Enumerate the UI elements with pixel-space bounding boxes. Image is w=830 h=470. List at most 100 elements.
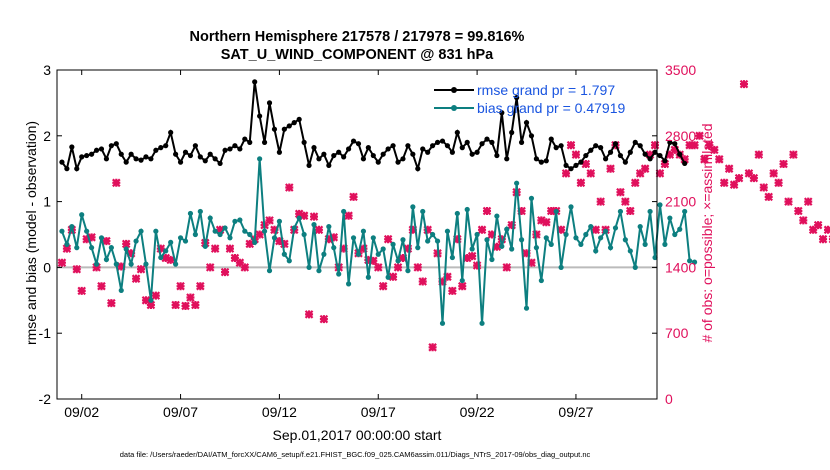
obs-marker — [710, 145, 719, 155]
bias-point — [380, 246, 386, 252]
rmse-point — [563, 162, 569, 169]
bias-point — [667, 215, 673, 221]
y-tick-label-right: 2100 — [665, 194, 696, 210]
rmse-point — [627, 149, 633, 155]
bias-point — [652, 254, 658, 261]
rmse-point — [355, 141, 362, 147]
bias-point — [568, 204, 574, 210]
obs-marker — [245, 239, 255, 249]
obs-marker — [448, 286, 457, 296]
obs-marker — [210, 244, 220, 253]
bias-point — [627, 248, 633, 254]
obs-marker — [734, 173, 744, 183]
obs-marker — [344, 211, 353, 220]
rmse-point — [474, 149, 480, 155]
rmse-point — [667, 139, 673, 145]
obs-marker — [784, 197, 793, 206]
obs-marker — [116, 262, 126, 271]
y-tick-label-left: 2 — [43, 128, 51, 144]
bias-point — [370, 235, 376, 241]
obs-marker — [591, 225, 600, 235]
bias-point — [177, 235, 184, 241]
obs-marker — [705, 140, 714, 150]
rmse-point — [350, 138, 357, 144]
rmse-point — [252, 79, 258, 85]
obs-marker — [660, 159, 670, 169]
obs-marker — [744, 169, 754, 178]
rmse-point — [74, 166, 80, 172]
bias-point — [593, 248, 599, 254]
obs-marker — [472, 261, 482, 270]
bias-point — [306, 264, 312, 270]
rmse-point — [657, 152, 663, 159]
obs-marker — [462, 253, 472, 263]
rmse-point — [360, 156, 367, 162]
y-tick-label-right: 0 — [665, 391, 673, 407]
rmse-point — [602, 156, 609, 162]
obs-marker — [373, 263, 383, 272]
obs-marker — [408, 225, 418, 235]
obs-marker — [586, 169, 596, 178]
plot-frame — [56, 69, 658, 400]
bias-point — [499, 243, 505, 249]
rmse-point — [84, 152, 90, 159]
obs-marker — [275, 236, 284, 246]
obs-marker — [364, 255, 373, 265]
chart-subtitle: SAT_U_WIND_COMPONENT @ 831 hPa — [221, 47, 494, 63]
bias-point — [563, 231, 569, 238]
rmse-point — [380, 151, 386, 157]
rmse-point — [217, 160, 223, 167]
bias-point — [390, 241, 396, 247]
legend-marker — [451, 87, 457, 93]
obs-marker — [522, 249, 531, 258]
bias-point — [444, 228, 451, 234]
obs-marker — [156, 244, 166, 253]
bias-point — [286, 258, 292, 264]
obs-marker — [151, 291, 161, 300]
rmse-point — [469, 151, 475, 157]
obs-marker — [319, 314, 329, 324]
obs-marker — [304, 310, 314, 319]
bias-point — [494, 213, 500, 219]
obs-marker — [477, 225, 487, 235]
rmse-point — [133, 156, 139, 162]
rmse-point — [138, 157, 144, 163]
bias-point — [123, 246, 129, 252]
obs-marker — [393, 263, 403, 272]
bias-point — [59, 228, 65, 234]
obs-marker — [635, 169, 645, 178]
bias-point — [410, 204, 416, 210]
bias-point — [602, 228, 609, 234]
bias-point — [261, 228, 268, 234]
obs-marker — [650, 140, 660, 150]
obs-marker — [453, 234, 462, 244]
x-tick-label: 09/02 — [64, 404, 99, 420]
bias-point — [74, 245, 80, 251]
rmse-point — [59, 159, 65, 165]
rmse-point — [237, 146, 243, 152]
rmse-point — [430, 143, 436, 149]
y-tick-label-right: 700 — [665, 325, 689, 341]
bias-point — [143, 261, 149, 267]
rmse-point — [647, 156, 653, 162]
obs-marker — [438, 277, 447, 286]
rmse-point — [484, 136, 490, 142]
obs-marker — [443, 272, 452, 282]
bias-point — [316, 268, 322, 274]
obs-marker — [724, 164, 734, 173]
rmse-point — [622, 159, 628, 165]
obs-marker — [665, 150, 675, 159]
rmse-point — [499, 110, 505, 116]
rmse-point — [296, 116, 302, 122]
rmse-point — [444, 143, 451, 149]
legend: rmse grand pr = 1.797 bias grand pr = 0.4… — [434, 82, 625, 116]
obs-marker — [467, 251, 477, 261]
y-tick-label-right: 2800 — [665, 128, 696, 144]
y-axis-label-right: # of obs: o=possible; ×=assimilated — [699, 123, 715, 342]
rmse-point — [108, 143, 114, 149]
obs-marker — [369, 256, 378, 266]
bias-point — [321, 251, 327, 257]
bias-point — [296, 215, 302, 221]
rmse-point — [276, 149, 283, 155]
